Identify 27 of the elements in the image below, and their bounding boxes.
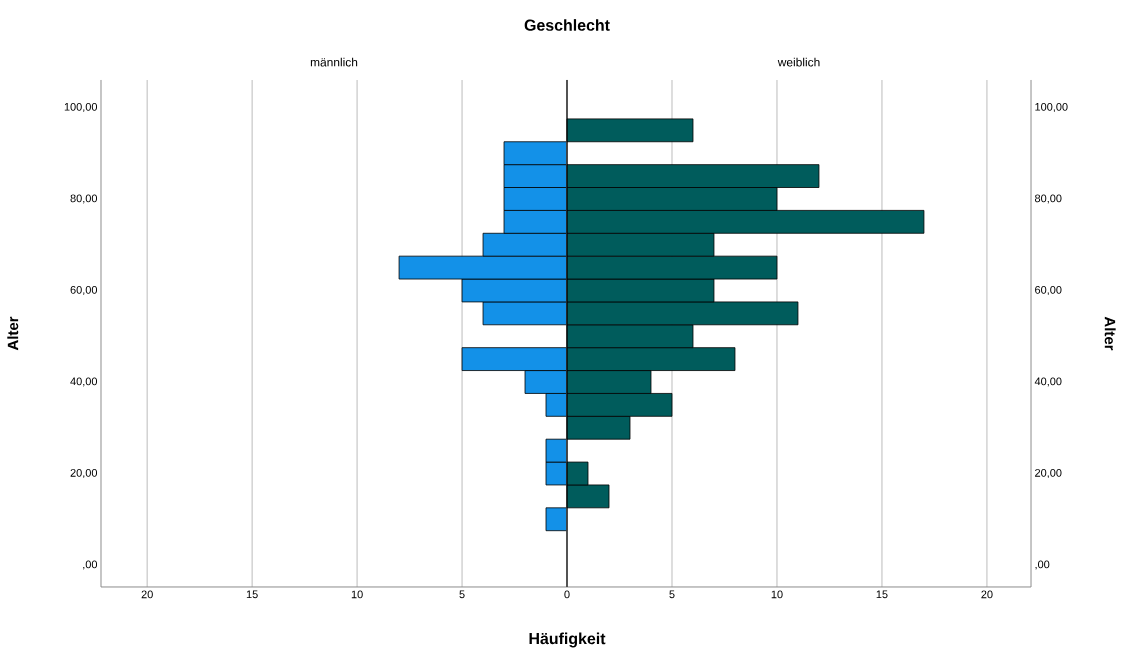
x-tick-label: 0: [564, 590, 570, 599]
x-tick-label: 5: [669, 590, 675, 599]
y-tick-label: 100,00: [64, 102, 98, 112]
x-tick-label: 10: [351, 590, 363, 599]
y-axis-title: Alter: [7, 316, 19, 351]
x-tick-label: 10: [771, 590, 783, 599]
x-tick-label: 15: [876, 590, 888, 599]
y-tick-label: 80,00: [1035, 194, 1062, 204]
y-tick-label: ,00: [83, 560, 98, 570]
x-tick-label: 20: [981, 590, 993, 599]
chart-title: Geschlecht: [524, 19, 610, 31]
y-tick-label: 20,00: [70, 468, 98, 479]
x-axis-title: Häufigkeit: [529, 632, 606, 648]
x-tick-label: 20: [141, 590, 153, 599]
y-axis-title: Alter: [1104, 316, 1116, 351]
y-tick-label: 40,00: [70, 377, 98, 387]
y-tick-label: 60,00: [70, 285, 98, 295]
y-tick-label: 60,00: [1035, 285, 1062, 295]
y-tick-label: ,00: [1035, 560, 1050, 570]
chart-subtitle: männlich: [310, 57, 358, 67]
y-tick-label: 20,00: [1035, 468, 1062, 479]
y-tick-label: 80,00: [70, 194, 98, 204]
chart-subtitle: weiblich: [777, 57, 820, 67]
x-tick-label: 5: [459, 590, 465, 599]
y-tick-label: 40,00: [1034, 377, 1062, 387]
y-tick-label: 100,00: [1035, 102, 1068, 112]
x-tick-label: 15: [246, 590, 258, 599]
